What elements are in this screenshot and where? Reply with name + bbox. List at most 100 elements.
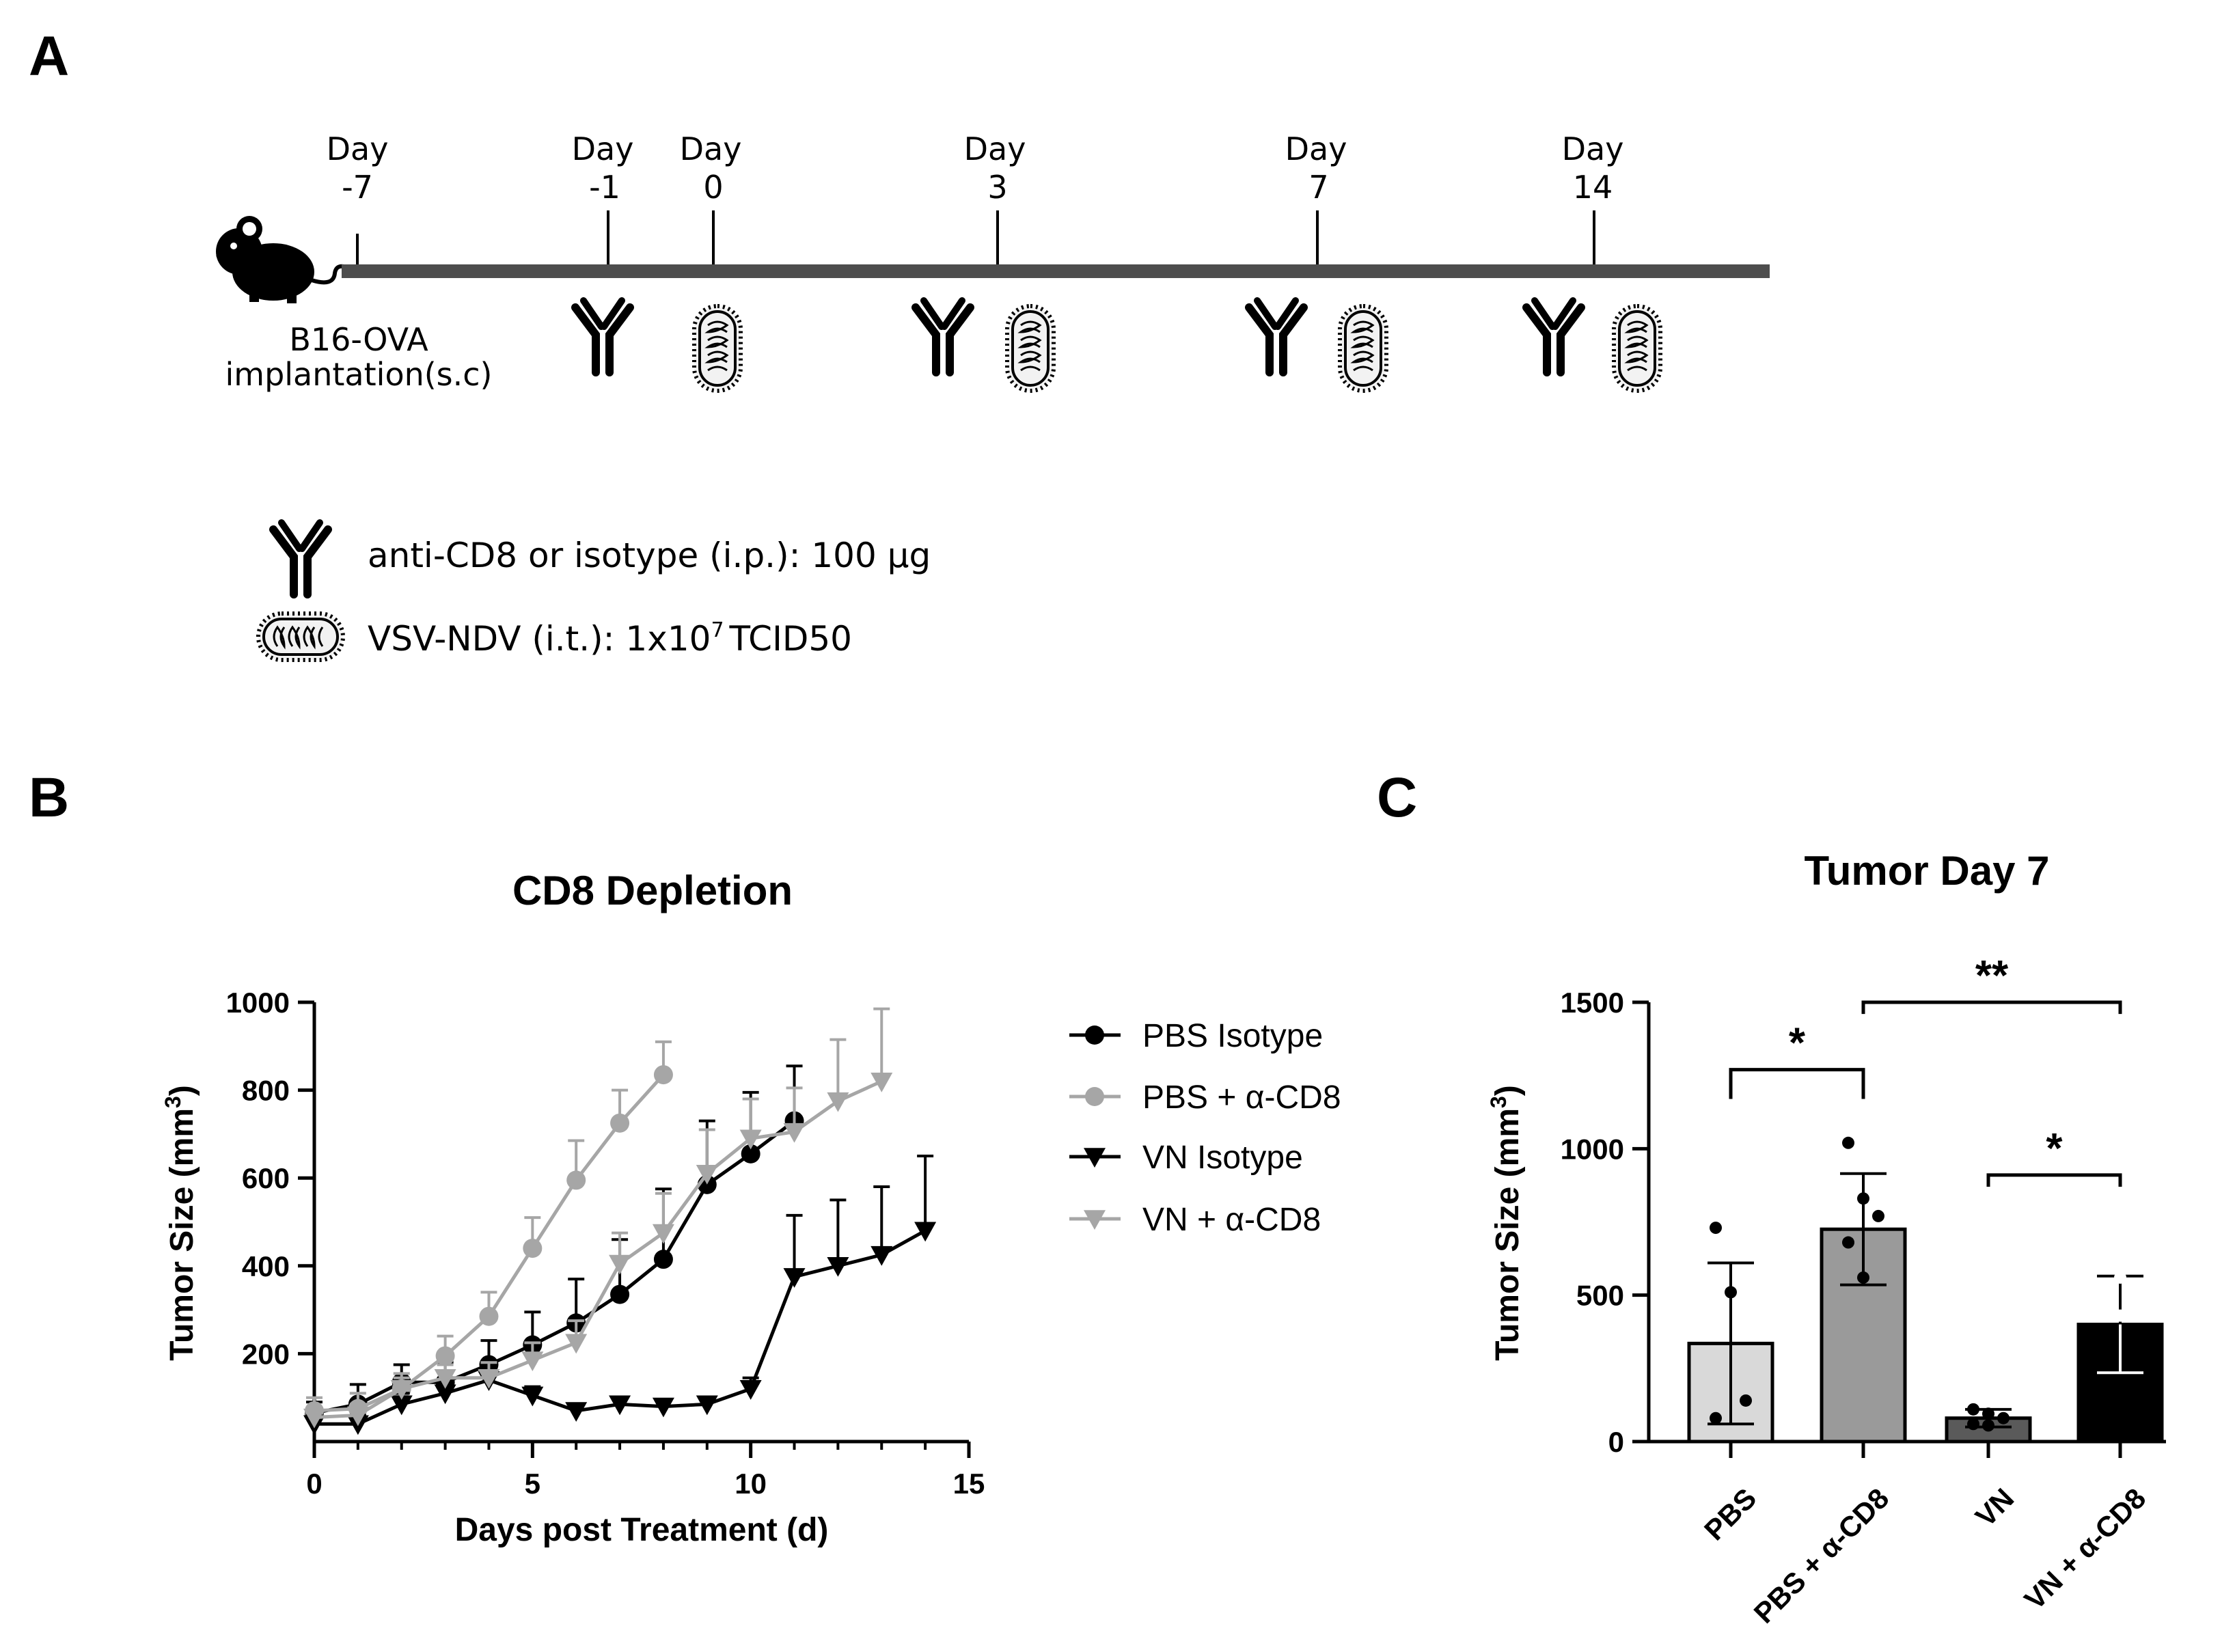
timeline-bar — [342, 264, 1770, 278]
data-point — [566, 1170, 586, 1190]
x-tick-label: 5 — [525, 1468, 540, 1500]
individual-point — [1982, 1407, 1994, 1420]
data-point — [346, 1406, 369, 1427]
individual-point — [1872, 1209, 1884, 1222]
data-point — [303, 1408, 325, 1429]
day-label-number: -7 — [342, 169, 373, 206]
antibody-icon — [575, 301, 630, 372]
data-point — [870, 1245, 893, 1266]
x-tick-label: 10 — [735, 1468, 767, 1500]
individual-point — [1710, 1222, 1722, 1235]
data-point — [652, 1224, 674, 1244]
timeline-day-marker: Day 14 — [1562, 130, 1624, 264]
legend-marker — [1084, 1210, 1106, 1230]
day-label-number: 3 — [987, 169, 1007, 206]
data-point — [696, 1164, 718, 1185]
panel-letter-b: B — [29, 767, 69, 829]
day-label-word: Day — [680, 130, 742, 167]
x-axis-label: Days post Treatment (d) — [455, 1512, 829, 1548]
data-point — [653, 1065, 673, 1085]
antibody-legend-text: anti-CD8 or isotype (i.p.): 100 µg — [368, 536, 931, 575]
data-point — [914, 1222, 937, 1242]
series-line — [314, 1119, 796, 1415]
x-tick-label: VN — [1969, 1482, 2020, 1533]
data-point — [739, 1129, 762, 1150]
significance-bracket — [1729, 1068, 1865, 1099]
data-point — [521, 1386, 544, 1407]
chart-title: Tumor Day 7 — [1805, 848, 2050, 894]
day-label-word: Day — [327, 130, 389, 167]
y-tick-label: 1000 — [226, 987, 290, 1019]
timeline-day-marker: Day -1 — [572, 130, 634, 264]
data-point — [609, 1254, 631, 1275]
day-label-number: -1 — [589, 169, 620, 206]
x-tick-label: 0 — [306, 1468, 322, 1500]
y-tick-label: 0 — [1608, 1426, 1624, 1458]
x-tick-label: 15 — [953, 1468, 985, 1500]
data-point — [523, 1239, 543, 1258]
individual-point — [2129, 1304, 2141, 1317]
individual-point — [2114, 1271, 2126, 1284]
bar-chart-tumor-day7: Tumor Day 7 0 500 1000 1500 Tumor Size (mm3) P… — [1486, 848, 2166, 1629]
data-point — [610, 1284, 630, 1304]
virus-icon — [1340, 306, 1386, 391]
antibody-legend-icon — [273, 523, 328, 594]
data-point — [435, 1346, 455, 1366]
individual-point — [1725, 1286, 1737, 1299]
x-tick-label: PBS + α-CD8 — [1748, 1482, 1895, 1629]
individual-point — [1842, 1236, 1854, 1249]
individual-point — [1967, 1418, 1979, 1431]
legend-label: PBS + α-CD8 — [1142, 1079, 1341, 1116]
data-point — [390, 1395, 413, 1416]
individual-point — [1857, 1192, 1869, 1205]
implantation-label-line2: implantation(s.c) — [225, 356, 492, 393]
data-point — [434, 1384, 456, 1405]
panel-letter-a: A — [29, 25, 69, 87]
series-line — [314, 1079, 883, 1420]
data-point — [390, 1380, 413, 1400]
day-label-number: 0 — [703, 169, 723, 206]
data-point — [652, 1397, 674, 1418]
y-tick-label: 400 — [242, 1250, 290, 1282]
data-point — [434, 1368, 456, 1389]
day-label-word: Day — [1562, 130, 1624, 167]
y-tick-label: 1500 — [1561, 987, 1624, 1019]
y-tick-label: 1000 — [1561, 1133, 1624, 1165]
data-point — [739, 1380, 762, 1400]
y-tick-label: 200 — [242, 1338, 290, 1370]
individual-point — [1967, 1403, 1979, 1416]
legend-label: PBS Isotype — [1142, 1018, 1323, 1054]
data-point — [565, 1402, 588, 1422]
virus-legend-text: VSV-NDV (i.t.): 1x107 TCID50 — [368, 618, 852, 659]
timeline-day-marker: Day 0 — [680, 130, 742, 264]
virus-icon — [694, 306, 741, 391]
y-tick-label: 500 — [1576, 1280, 1624, 1312]
virus-legend-icon — [258, 614, 343, 660]
individual-point — [2114, 1309, 2126, 1322]
data-point — [565, 1334, 588, 1354]
significance-label: * — [1789, 1020, 1806, 1067]
day-label-number: 14 — [1573, 169, 1613, 206]
y-axis-label: Tumor Size (mm3) — [1486, 1085, 1526, 1361]
data-point — [653, 1250, 673, 1269]
antibody-icon — [1526, 301, 1581, 372]
data-point — [827, 1092, 849, 1112]
data-point — [783, 1268, 806, 1288]
data-point — [479, 1306, 499, 1326]
significance-label: * — [2046, 1125, 2063, 1172]
data-point — [870, 1072, 893, 1092]
implantation-label-line1: B16-OVA — [289, 321, 428, 358]
individual-point — [1740, 1394, 1752, 1407]
data-point — [827, 1257, 849, 1277]
data-point — [741, 1144, 760, 1164]
y-axis-label: Tumor Size (mm3) — [161, 1085, 200, 1361]
data-point — [478, 1368, 500, 1389]
data-point — [609, 1395, 631, 1416]
individual-point — [1982, 1419, 1994, 1432]
legend-marker — [1085, 1087, 1104, 1106]
day-label-word: Day — [572, 130, 634, 167]
day-label-word: Day — [964, 130, 1026, 167]
legend-marker — [1085, 1025, 1104, 1045]
data-point — [610, 1113, 630, 1133]
